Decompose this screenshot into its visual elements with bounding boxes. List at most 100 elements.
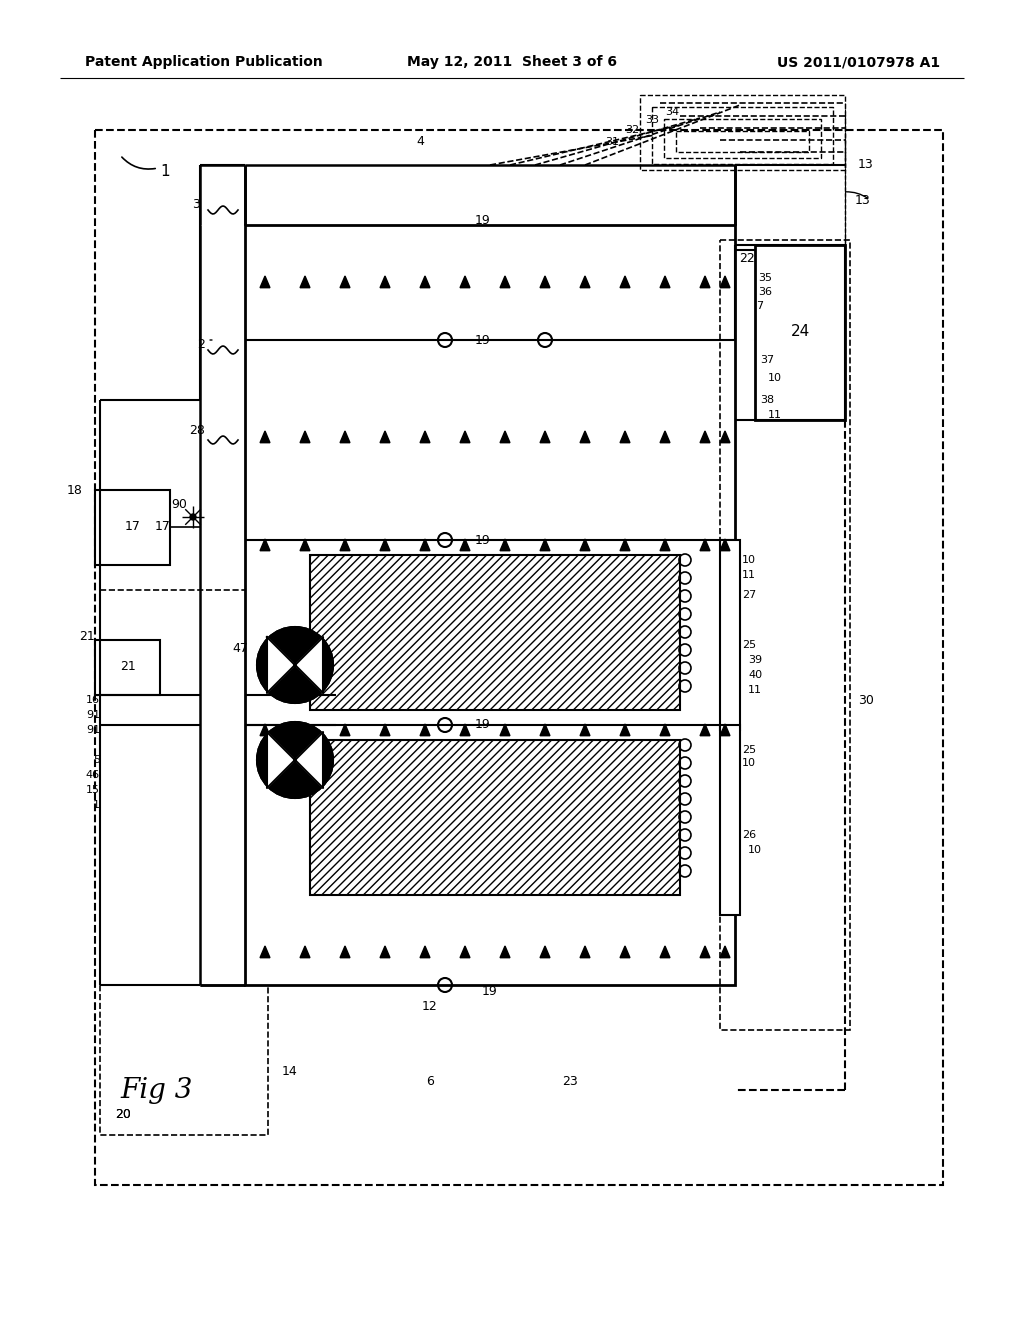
Polygon shape — [540, 946, 550, 958]
Polygon shape — [621, 946, 630, 958]
Polygon shape — [720, 276, 730, 288]
Polygon shape — [260, 723, 270, 735]
Text: 13: 13 — [858, 158, 873, 172]
Text: US 2011/0107978 A1: US 2011/0107978 A1 — [777, 55, 940, 69]
Polygon shape — [540, 539, 550, 550]
Polygon shape — [300, 539, 310, 550]
Polygon shape — [460, 539, 470, 550]
Polygon shape — [500, 539, 510, 550]
Bar — [720, 725, 740, 915]
Text: 36: 36 — [758, 286, 772, 297]
Polygon shape — [700, 432, 710, 442]
Bar — [245, 224, 735, 985]
Text: 39: 39 — [748, 655, 762, 665]
Text: 13: 13 — [855, 194, 870, 206]
Text: 10: 10 — [768, 374, 782, 383]
Polygon shape — [660, 276, 670, 288]
Polygon shape — [300, 723, 310, 735]
Text: 11: 11 — [768, 411, 782, 420]
Text: 5: 5 — [93, 755, 100, 766]
Polygon shape — [460, 276, 470, 288]
Text: 19: 19 — [474, 533, 490, 546]
Bar — [720, 240, 850, 1030]
Text: 3: 3 — [193, 198, 200, 211]
Bar — [664, 119, 821, 158]
Text: 16: 16 — [86, 696, 100, 705]
Text: 12: 12 — [422, 1001, 438, 1012]
Polygon shape — [580, 276, 590, 288]
Polygon shape — [380, 723, 390, 735]
Text: 7: 7 — [756, 301, 763, 312]
Text: 26: 26 — [742, 830, 756, 840]
Text: 17: 17 — [125, 520, 141, 533]
Text: 23: 23 — [562, 1074, 578, 1088]
Text: May 12, 2011  Sheet 3 of 6: May 12, 2011 Sheet 3 of 6 — [407, 55, 617, 69]
Polygon shape — [720, 723, 730, 735]
Polygon shape — [540, 723, 550, 735]
Polygon shape — [267, 638, 323, 693]
Text: 10: 10 — [742, 554, 756, 565]
Polygon shape — [460, 946, 470, 958]
Text: 11: 11 — [742, 570, 756, 579]
Text: 32: 32 — [625, 125, 639, 135]
Text: 24: 24 — [791, 325, 810, 339]
Polygon shape — [420, 539, 430, 550]
Polygon shape — [700, 946, 710, 958]
Bar — [755, 246, 845, 420]
Text: 19: 19 — [474, 334, 490, 346]
Polygon shape — [260, 276, 270, 288]
Polygon shape — [260, 946, 270, 958]
Polygon shape — [380, 432, 390, 442]
Polygon shape — [460, 723, 470, 735]
Polygon shape — [420, 432, 430, 442]
Text: 27: 27 — [742, 590, 757, 601]
Text: 1: 1 — [160, 165, 170, 180]
Bar — [310, 554, 680, 710]
Polygon shape — [380, 946, 390, 958]
Bar — [652, 107, 833, 164]
Circle shape — [290, 660, 300, 671]
Circle shape — [190, 513, 196, 520]
Text: 15: 15 — [86, 785, 100, 795]
Bar — [100, 590, 268, 1135]
Text: 33: 33 — [645, 115, 659, 125]
Text: 40: 40 — [748, 671, 762, 680]
Polygon shape — [300, 946, 310, 958]
Text: 37: 37 — [760, 355, 774, 366]
Polygon shape — [540, 276, 550, 288]
Text: 14: 14 — [283, 1065, 298, 1078]
Text: 17: 17 — [155, 520, 171, 533]
Polygon shape — [660, 539, 670, 550]
Polygon shape — [340, 539, 350, 550]
Polygon shape — [720, 432, 730, 442]
Text: 2: 2 — [198, 338, 205, 351]
Polygon shape — [720, 946, 730, 958]
Text: 35: 35 — [758, 273, 772, 282]
Text: 31: 31 — [605, 137, 618, 147]
Polygon shape — [300, 276, 310, 288]
Polygon shape — [420, 946, 430, 958]
Text: 90: 90 — [171, 499, 186, 511]
Polygon shape — [380, 276, 390, 288]
Text: 4: 4 — [416, 135, 424, 148]
Text: 21: 21 — [120, 660, 136, 673]
Polygon shape — [700, 539, 710, 550]
Bar — [95, 129, 943, 1185]
Polygon shape — [260, 432, 270, 442]
Text: 46: 46 — [86, 770, 100, 780]
Polygon shape — [500, 723, 510, 735]
Polygon shape — [267, 733, 323, 788]
Polygon shape — [660, 946, 670, 958]
Text: 19: 19 — [474, 214, 490, 227]
Text: 20: 20 — [115, 1109, 131, 1122]
Circle shape — [257, 627, 333, 704]
Text: 91: 91 — [86, 725, 100, 735]
Polygon shape — [260, 539, 270, 550]
Text: 34: 34 — [665, 107, 679, 117]
Text: 19: 19 — [474, 718, 490, 731]
Text: 30: 30 — [858, 693, 873, 706]
Text: 22: 22 — [739, 252, 755, 264]
Text: 10: 10 — [742, 758, 756, 768]
Polygon shape — [340, 946, 350, 958]
Polygon shape — [500, 432, 510, 442]
